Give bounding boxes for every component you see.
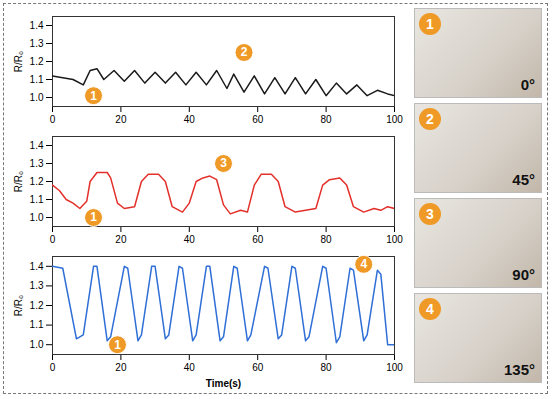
- svg-text:1.3: 1.3: [30, 158, 44, 169]
- svg-text:60: 60: [252, 234, 264, 245]
- svg-text:1.3: 1.3: [30, 38, 44, 49]
- svg-text:1.0: 1.0: [30, 339, 44, 350]
- html-text:135°: 135°: [504, 361, 535, 378]
- svg-text:80: 80: [321, 362, 333, 373]
- svg-text:1: 1: [90, 89, 97, 103]
- svg-text:20: 20: [115, 234, 127, 245]
- svg-text:1: 1: [90, 210, 97, 224]
- html-text:4: 4: [426, 301, 434, 317]
- html-text:2: 2: [426, 111, 434, 127]
- svg-text:60: 60: [252, 362, 264, 373]
- html-text:1: 1: [426, 16, 434, 32]
- svg-text:1.0: 1.0: [30, 212, 44, 223]
- svg-text:40: 40: [184, 114, 196, 125]
- svg-text:40: 40: [184, 234, 196, 245]
- svg-text:100: 100: [386, 114, 403, 125]
- svg-text:R/R₀: R/R₀: [13, 171, 24, 192]
- svg-text:0: 0: [50, 114, 56, 125]
- svg-text:1.1: 1.1: [30, 194, 44, 205]
- html-text:0°: 0°: [520, 76, 535, 93]
- svg-text:1.1: 1.1: [30, 319, 44, 330]
- svg-text:3: 3: [220, 156, 227, 170]
- svg-text:1.2: 1.2: [30, 56, 44, 67]
- svg-text:1.1: 1.1: [30, 74, 44, 85]
- svg-text:80: 80: [321, 234, 333, 245]
- svg-text:1: 1: [114, 338, 121, 352]
- html-text:90°: 90°: [512, 266, 535, 283]
- svg-text:R/R₀: R/R₀: [13, 295, 24, 316]
- svg-text:1.3: 1.3: [30, 280, 44, 291]
- html-text:3: 3: [426, 206, 434, 222]
- svg-text:20: 20: [115, 362, 127, 373]
- svg-text:1.2: 1.2: [30, 300, 44, 311]
- svg-text:60: 60: [252, 114, 264, 125]
- svg-text:100: 100: [386, 234, 403, 245]
- svg-text:Time(s): Time(s): [206, 378, 241, 389]
- svg-text:4: 4: [360, 257, 367, 271]
- svg-text:1.4: 1.4: [30, 261, 44, 272]
- html-text:45°: 45°: [512, 171, 535, 188]
- svg-text:0: 0: [50, 362, 56, 373]
- svg-text:20: 20: [115, 114, 127, 125]
- svg-text:1.2: 1.2: [30, 176, 44, 187]
- svg-text:1.4: 1.4: [30, 140, 44, 151]
- svg-text:1.0: 1.0: [30, 92, 44, 103]
- svg-text:1.4: 1.4: [30, 20, 44, 31]
- svg-text:2: 2: [241, 45, 248, 59]
- svg-text:80: 80: [321, 114, 333, 125]
- svg-text:R/R₀: R/R₀: [13, 51, 24, 72]
- svg-text:0: 0: [50, 234, 56, 245]
- svg-text:100: 100: [386, 362, 403, 373]
- svg-text:40: 40: [184, 362, 196, 373]
